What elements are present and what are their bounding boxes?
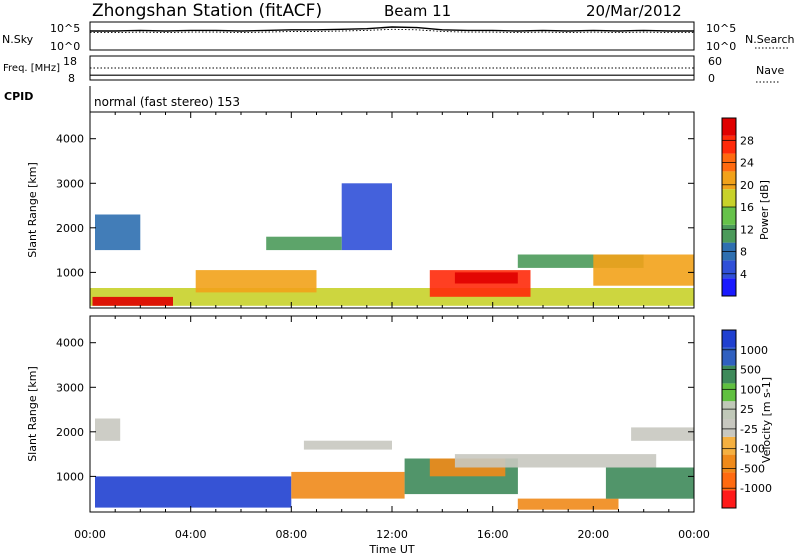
velocity-colorbar-swatch-6 [722, 383, 736, 402]
velocity-colorbar-tick-label-1: -500 [740, 462, 765, 475]
echo-region-6 [593, 254, 694, 286]
power-colorbar-tick-label-5: 24 [740, 157, 754, 170]
time-label-6: 00:00 [678, 528, 710, 541]
nave-tick-bottom: 0 [708, 72, 715, 85]
power-colorbar-swatch-6 [722, 171, 736, 190]
echo-region-5 [517, 498, 619, 510]
velocity-colorbar-frame [721, 329, 737, 509]
freq-tick-top: 18 [63, 55, 77, 68]
time-label-0: 00:00 [74, 528, 106, 541]
velocity-colorbar-swatch-1 [722, 472, 736, 491]
echo-region-9 [266, 236, 342, 251]
velocity-colorbar-swatch-8 [722, 347, 736, 366]
nsky-tick-bottom: 10^0 [50, 40, 80, 53]
echo-region-8 [95, 214, 141, 251]
nsearch-tick-bottom: 10^0 [706, 40, 736, 53]
time-label-4: 16:00 [477, 528, 509, 541]
nsky-tick-top: 10^5 [50, 22, 80, 35]
range-tick-label-4000: 4000 [56, 337, 84, 350]
power-colorbar-swatch-5 [722, 189, 736, 207]
power-colorbar-tick-label-3: 16 [740, 201, 754, 214]
echo-region-4 [454, 272, 518, 284]
velocity-colorbar-tick-label-6: 500 [740, 364, 761, 377]
power-panel: 1000 2000 3000 4000 Slant Range [km] 4 8 12 16… [26, 111, 771, 309]
range-tick-label-2000: 2000 [56, 426, 84, 439]
nsky-label: N.Sky [2, 33, 34, 46]
power-colorbar-tick-label-0: 4 [740, 268, 747, 281]
nsearch-tick-top: 10^5 [706, 22, 736, 35]
velocity-colorbar-swatch-9 [722, 330, 736, 348]
power-colorbar-tick-label-6: 28 [740, 134, 754, 147]
range-tick-label-2000: 2000 [56, 222, 84, 235]
power-ylabel: Slant Range [km] [26, 162, 39, 258]
echo-region-1 [291, 471, 405, 499]
nsky-frame [89, 21, 695, 51]
time-label-2: 08:00 [275, 528, 307, 541]
velocity-colorbar-swatch-4 [722, 419, 736, 437]
power-colorbar-swatch-4 [722, 207, 736, 225]
nave-label: Nave [756, 64, 784, 77]
time-xlabel: Time UT [368, 543, 414, 554]
velocity-colorbar-tick-label-3: -25 [740, 423, 758, 436]
range-tick-label-4000: 4000 [56, 133, 84, 146]
power-colorbar-swatch-1 [722, 260, 736, 279]
velocity-colorbar-swatch-3 [722, 436, 736, 455]
echo-region-7 [341, 183, 392, 251]
cpid-label: CPID [4, 90, 33, 103]
power-colorbar-tick-label-1: 8 [740, 246, 747, 259]
station-title: Zhongshan Station (fitACF) [92, 1, 322, 21]
echo-region-4 [454, 454, 657, 468]
series-nsky-line [90, 26, 694, 32]
echo-region-8 [303, 440, 392, 450]
power-colorbar-swatch-3 [722, 224, 736, 243]
freq-panel: Freq. [MHz] 18 8 60 0 Nave [3, 55, 784, 85]
velocity-colorbar-tick-label-7: 1000 [740, 344, 768, 357]
velocity-colorbar-tick-label-2: -100 [740, 443, 765, 456]
beam-label: Beam 11 [384, 2, 451, 20]
velocity-colorbar-tick-label-0: -1000 [740, 482, 772, 495]
velocity-colorbar-label: Velocity [m s-1] [760, 377, 773, 463]
range-tick-label-1000: 1000 [56, 470, 84, 483]
velocity-panel: 1000 2000 3000 4000 Slant Range [km] -1000 -… [26, 315, 773, 554]
echo-region-7 [95, 418, 121, 441]
time-label-5: 20:00 [577, 528, 609, 541]
power-colorbar-tick-label-2: 12 [740, 223, 754, 236]
power-colorbar-swatch-8 [722, 135, 736, 154]
echo-region-0 [90, 288, 694, 306]
time-label-3: 12:00 [376, 528, 408, 541]
range-tick-label-3000: 3000 [56, 381, 84, 394]
velocity-colorbar-swatch-5 [722, 401, 736, 419]
power-colorbar-tick-label-4: 20 [740, 179, 754, 192]
nave-tick-top: 60 [708, 55, 722, 68]
echo-region-0 [95, 476, 292, 508]
nsearch-label: N.Search [745, 33, 795, 46]
power-colorbar-swatch-9 [722, 118, 736, 136]
velocity-colorbar-swatch-7 [722, 365, 736, 384]
power-colorbar-swatch-0 [722, 278, 736, 296]
nsky-panel: N.Sky 10^5 10^0 10^5 10^0 N.Search [2, 21, 795, 53]
freq-label: Freq. [MHz] [3, 63, 60, 74]
velocity-ylabel: Slant Range [km] [26, 366, 39, 462]
velocity-colorbar-tick-label-4: 25 [740, 403, 754, 416]
velocity-colorbar-swatch-0 [722, 490, 736, 508]
echo-region-1 [92, 296, 173, 306]
series-nsearch-line [90, 28, 694, 34]
velocity-colorbar-swatch-2 [722, 454, 736, 473]
time-label-1: 04:00 [175, 528, 207, 541]
velocity-colorbar-tick-label-5: 100 [740, 383, 761, 396]
date-label: 20/Mar/2012 [586, 2, 682, 20]
echo-region-6 [605, 467, 694, 499]
echo-region-2 [195, 270, 317, 293]
cpid-value: normal (fast stereo) 153 [94, 95, 240, 109]
echo-region-9 [631, 427, 694, 441]
range-tick-label-1000: 1000 [56, 266, 84, 279]
power-colorbar-label: Power [dB] [758, 180, 771, 240]
range-tick-label-3000: 3000 [56, 177, 84, 190]
freq-tick-bottom: 8 [68, 72, 75, 85]
